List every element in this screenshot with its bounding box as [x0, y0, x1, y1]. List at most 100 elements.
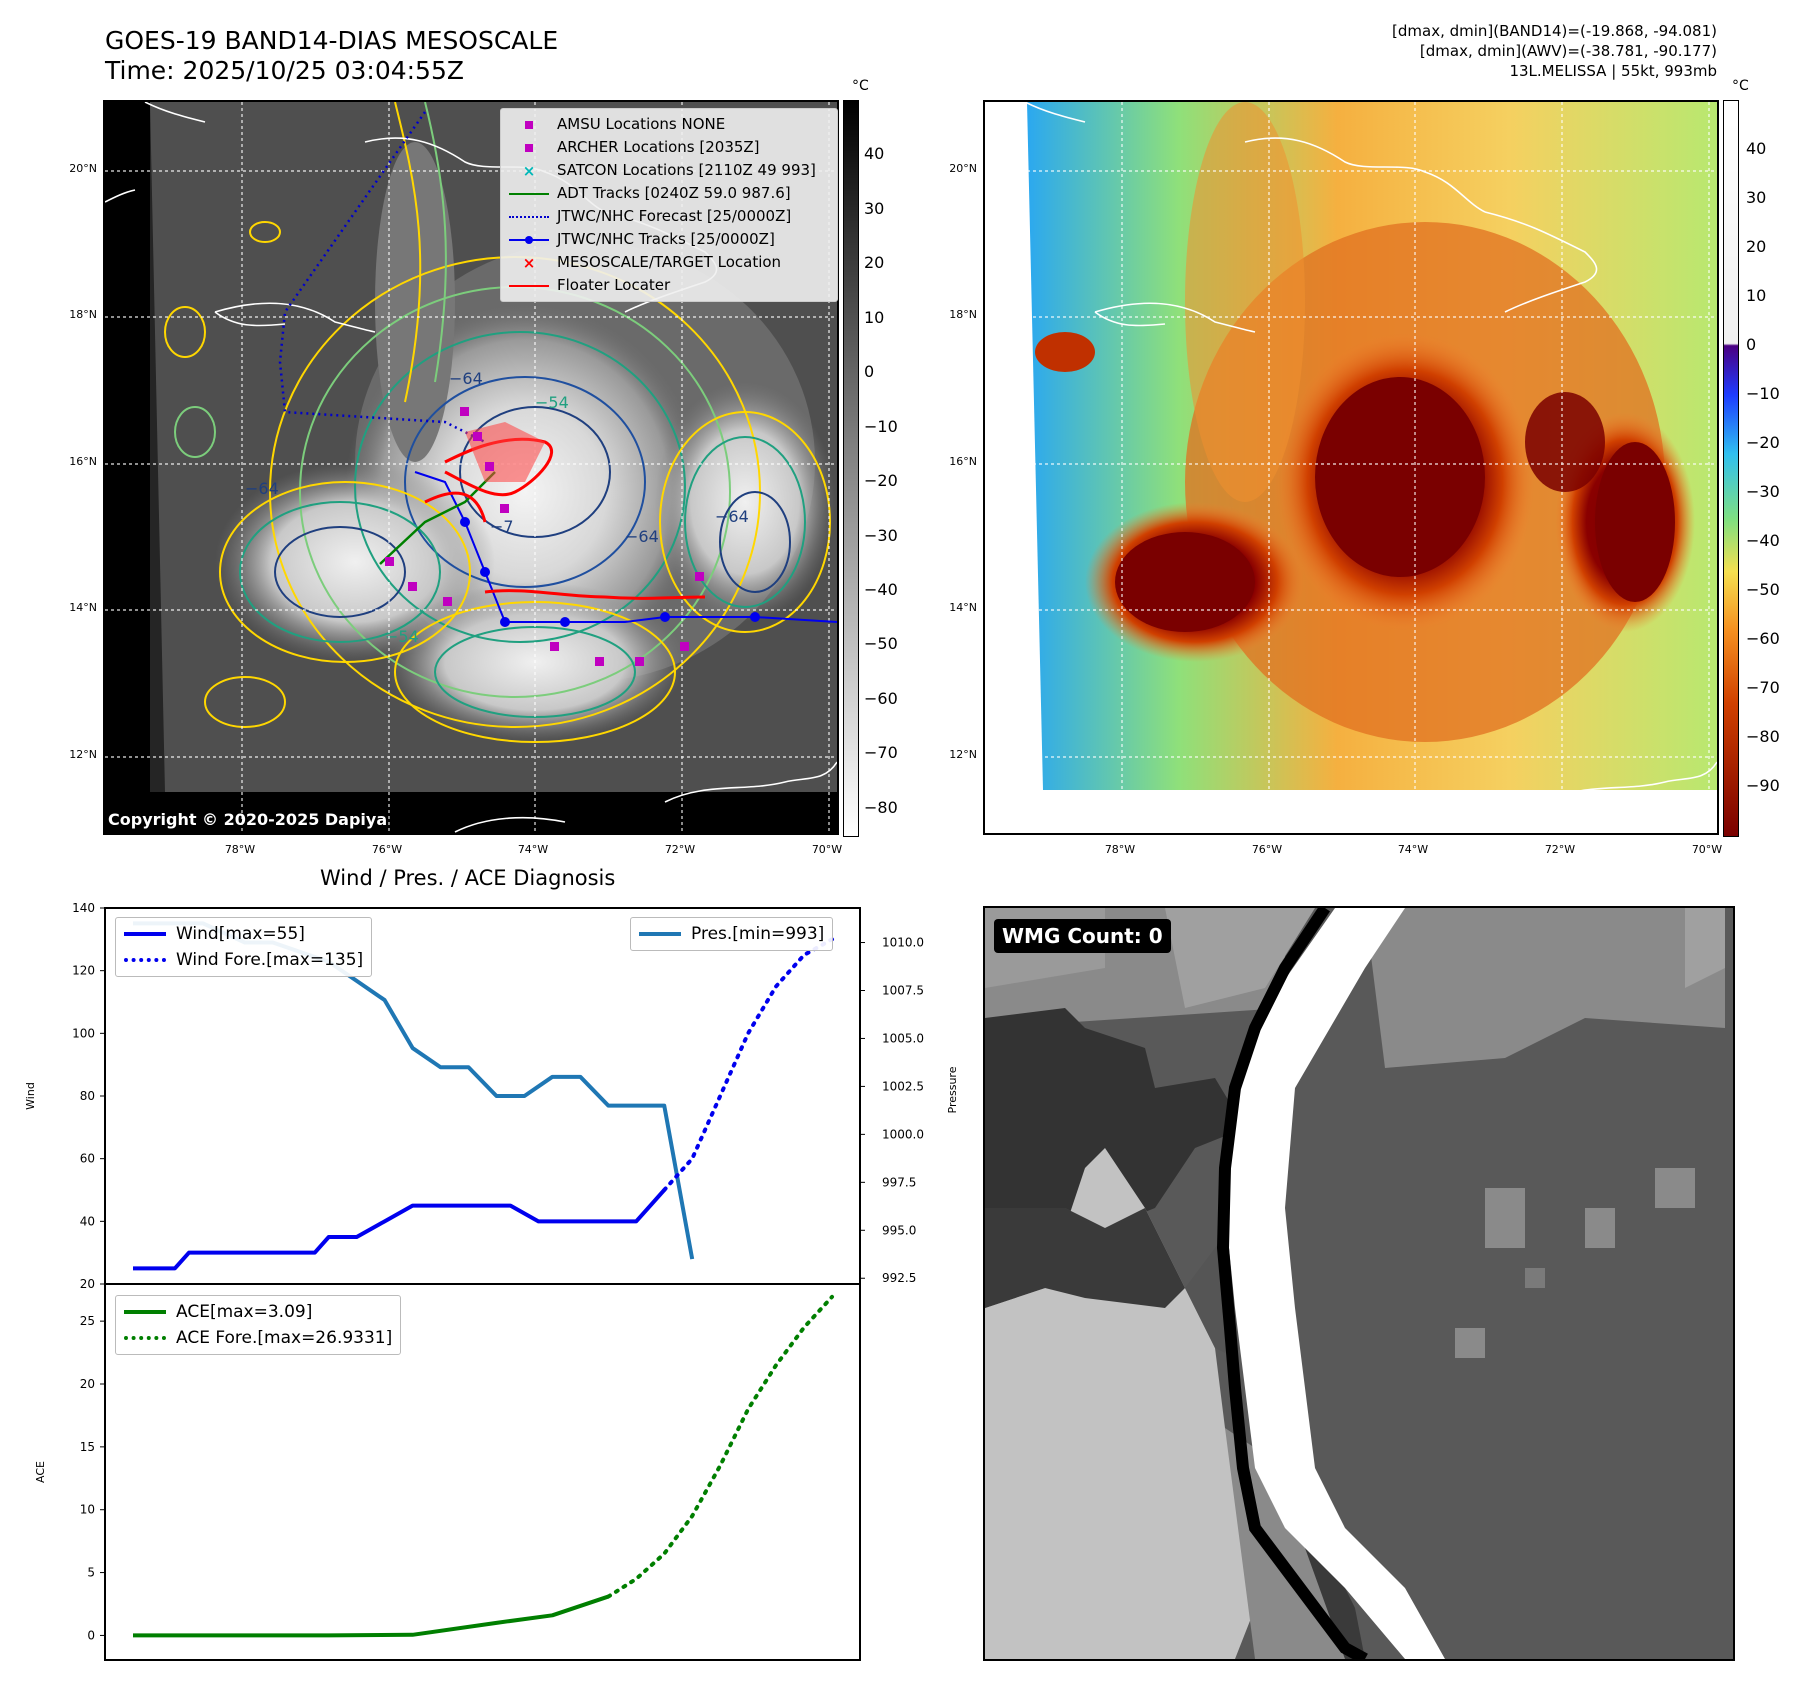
lon-tick-label: 74°W — [517, 843, 549, 856]
contour-label: −54 — [385, 627, 419, 646]
pressure-ytick-label: 992.5 — [882, 1271, 916, 1285]
x-marker-icon: × — [522, 161, 536, 180]
contour-label: −54 — [535, 393, 569, 412]
awv-colorbar-tick: −20 — [1746, 433, 1780, 452]
awv-colorbar-tick: 0 — [1746, 335, 1757, 354]
awv-map-panel — [983, 100, 1719, 835]
legend-label: AMSU Locations NONE — [557, 115, 726, 133]
lat-tick-label: 18°N — [949, 308, 977, 321]
legend-label: ARCHER Locations [2035Z] — [557, 138, 760, 156]
awv-colorbar-unit: °C — [1732, 78, 1749, 94]
wind-ytick-label: 120 — [72, 964, 95, 978]
legend-entry-floater: Floater Locater — [509, 274, 829, 297]
ir-colorbar-tick: −80 — [864, 797, 898, 817]
ir-colorbar-tick: −30 — [864, 525, 898, 545]
x-marker-icon: × — [522, 253, 536, 272]
legend-entry-satcon: × SATCON Locations [2110Z 49 993] — [509, 159, 829, 182]
lon-tick-label: 72°W — [1544, 843, 1576, 856]
wind-ytick-label: 80 — [80, 1089, 95, 1103]
legend-entry-target: × MESOSCALE/TARGET Location — [509, 251, 829, 274]
legend-entry-archer: ARCHER Locations [2035Z] — [509, 136, 829, 159]
ir-colorbar-tick: −20 — [864, 471, 898, 491]
legend-label: JTWC/NHC Forecast [25/0000Z] — [557, 207, 792, 225]
ace-line — [133, 1594, 609, 1638]
ir-colorbar-tick: 0 — [864, 362, 875, 382]
ir-colorbar — [843, 100, 859, 837]
storm-info: 13L.MELISSA | 55kt, 993mb — [1509, 62, 1717, 80]
solid-line-icon — [124, 932, 166, 936]
line-marker-icon — [509, 187, 549, 201]
ir-colorbar-tick: −10 — [864, 416, 898, 436]
line-dot-icon — [509, 233, 549, 247]
ir-colorbar-tick: −60 — [864, 688, 898, 708]
ir-colorbar-tick: −70 — [864, 743, 898, 763]
awv-colorbar-tick: 20 — [1746, 237, 1767, 256]
awv-colorbar-tick: −50 — [1746, 580, 1780, 599]
awv-colorbar-tick: 30 — [1746, 188, 1767, 207]
legend-entry-wind-forecast: Wind Fore.[max=135] — [124, 947, 363, 973]
legend-entry-wind: Wind[max=55] — [124, 921, 363, 947]
awv-colorbar-tick: −90 — [1746, 776, 1780, 795]
awv-colorbar-tick: 40 — [1746, 139, 1767, 158]
awv-range: [dmax, dmin](AWV)=(-38.781, -90.177) — [1419, 42, 1717, 60]
wind-ytick-label: 20 — [80, 1277, 95, 1291]
legend-entry-amsu: AMSU Locations NONE — [509, 113, 829, 136]
pressure-ytick-label: 995.0 — [882, 1223, 916, 1237]
wmg-count-badge: WMG Count: 0 — [994, 919, 1171, 953]
lon-tick-label: 70°W — [811, 843, 843, 856]
lat-tick-label: 18°N — [69, 308, 97, 321]
ace-axis-label: ACE — [34, 1461, 47, 1483]
pressure-ytick-label: 997.5 — [882, 1175, 916, 1189]
wind-line — [133, 1188, 666, 1271]
ir-colorbar-tick: 30 — [864, 198, 885, 218]
ir-colorbar-tick: 40 — [864, 144, 885, 164]
legend-label: JTWC/NHC Tracks [25/0000Z] — [557, 230, 775, 248]
ace-legend: ACE[max=3.09] ACE Fore.[max=26.9331] — [115, 1295, 402, 1355]
lat-tick-label: 20°N — [949, 162, 977, 175]
dotted-line-icon — [509, 210, 549, 224]
main-title: GOES-19 BAND14-DIAS MESOSCALE — [105, 26, 559, 55]
lat-tick-label: 12°N — [949, 748, 977, 761]
ace-ytick-label: 20 — [80, 1377, 95, 1391]
ir-colorbar-tick: 20 — [864, 253, 885, 273]
awv-colorbar — [1723, 100, 1739, 837]
lat-tick-label: 12°N — [69, 748, 97, 761]
lon-tick-label: 76°W — [1251, 843, 1283, 856]
legend-entry-forecast: JTWC/NHC Forecast [25/0000Z] — [509, 205, 829, 228]
awv-colorbar-tick: −60 — [1746, 629, 1780, 648]
wmg-image — [985, 908, 1733, 1659]
legend-label: MESOSCALE/TARGET Location — [557, 253, 782, 271]
ace-forecast-line — [606, 1294, 834, 1599]
square-marker-icon — [509, 118, 549, 132]
lon-tick-label: 70°W — [1691, 843, 1723, 856]
contour-label: −64 — [715, 507, 749, 526]
contour-label: −64 — [625, 527, 659, 546]
lon-tick-label: 72°W — [664, 843, 696, 856]
lon-tick-label: 76°W — [371, 843, 403, 856]
square-marker-icon — [509, 141, 549, 155]
dotted-line-icon — [124, 958, 166, 962]
ir-map-legend: AMSU Locations NONE ARCHER Locations [20… — [500, 108, 838, 302]
dotted-line-icon — [124, 1336, 166, 1340]
ace-ytick-label: 15 — [80, 1440, 95, 1454]
ace-ytick-label: 10 — [80, 1503, 95, 1517]
ace-ytick-label: 0 — [87, 1628, 95, 1642]
legend-entry-ace-forecast: ACE Fore.[max=26.9331] — [124, 1325, 392, 1351]
legend-label: SATCON Locations [2110Z 49 993] — [557, 161, 816, 179]
pressure-ytick-label: 1002.5 — [882, 1079, 924, 1093]
pressure-ytick-label: 1000.0 — [882, 1127, 924, 1141]
awv-colorbar-tick: −70 — [1746, 678, 1780, 697]
awv-colorbar-tick: −10 — [1746, 384, 1780, 403]
wind-axis-label: Wind — [24, 1082, 37, 1110]
wind-ytick-label: 140 — [72, 901, 95, 915]
legend-entry-tracks: JTWC/NHC Tracks [25/0000Z] — [509, 228, 829, 251]
awv-colorbar-tick: 10 — [1746, 286, 1767, 305]
line-marker-icon — [509, 279, 549, 293]
wmg-panel — [983, 906, 1735, 1661]
pressure-ytick-label: 1005.0 — [882, 1031, 924, 1045]
awv-colorbar-tick: −80 — [1746, 727, 1780, 746]
ace-ytick-label: 5 — [87, 1566, 95, 1580]
copyright-text: Copyright © 2020-2025 Dapiya — [108, 810, 388, 829]
ace-ytick-label: 25 — [80, 1314, 95, 1328]
legend-label: ADT Tracks [0240Z 59.0 987.6] — [557, 184, 791, 202]
